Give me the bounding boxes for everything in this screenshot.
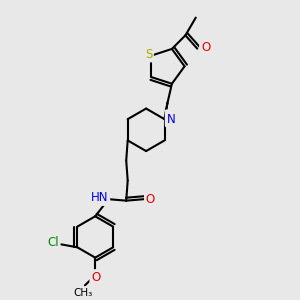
- Text: N: N: [167, 113, 176, 126]
- Text: O: O: [91, 271, 101, 284]
- Text: Cl: Cl: [47, 236, 58, 249]
- Text: O: O: [201, 41, 210, 54]
- Text: HN: HN: [91, 191, 108, 204]
- Text: O: O: [146, 193, 155, 206]
- Text: CH₃: CH₃: [74, 288, 93, 298]
- Text: S: S: [145, 48, 152, 61]
- Text: N: N: [167, 111, 176, 124]
